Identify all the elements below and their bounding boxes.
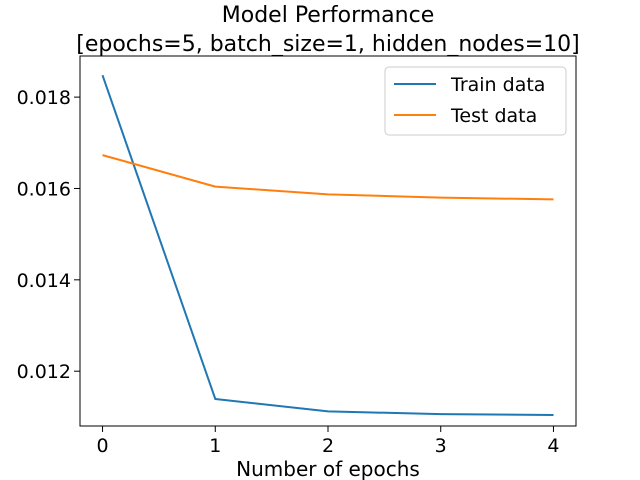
y-tick-label: 0.014 [17, 270, 71, 292]
legend-label: Test data [450, 105, 537, 127]
series-line [101, 74, 554, 416]
y-tick-label: 0.016 [17, 178, 71, 200]
legend: Train data Test data [384, 66, 567, 136]
chart-title-line: [epochs=5, batch_size=1, hidden_nodes=10… [76, 32, 580, 57]
x-tick-label: 3 [435, 435, 447, 457]
x-tick-label: 1 [209, 435, 221, 457]
series-line [102, 154, 554, 201]
x-axis-label: Number of epochs [236, 457, 420, 480]
legend-label: Train data [450, 74, 545, 96]
y-tick-label: 0.012 [17, 361, 71, 383]
x-tick-label: 4 [547, 435, 559, 457]
x-tick-label: 0 [96, 435, 108, 457]
y-tick-label: 0.018 [17, 87, 71, 109]
x-tick-label: 2 [322, 435, 334, 457]
chart-title-line: Model Performance [222, 3, 434, 28]
x-axis: 0 1 2 3 4 [96, 426, 560, 457]
plot-series [101, 74, 554, 416]
chart-title: Model Performance [epochs=5, batch_size=1… [76, 3, 580, 57]
y-axis: 0.012 0.014 0.016 0.018 [17, 87, 80, 383]
